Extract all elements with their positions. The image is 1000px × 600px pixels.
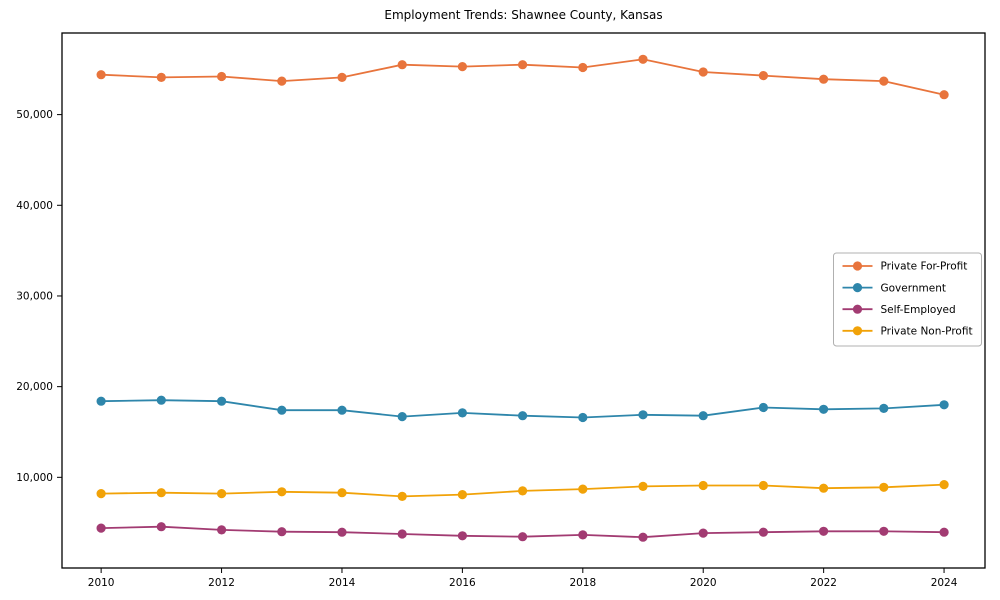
series-marker [337, 72, 347, 82]
series-marker [578, 484, 588, 494]
series-marker [156, 522, 166, 532]
series-marker [578, 530, 588, 540]
series-marker [277, 527, 287, 537]
series-marker [879, 526, 889, 536]
series-marker [638, 481, 648, 491]
series-marker [698, 480, 708, 491]
plot-frame [61, 32, 986, 569]
series-marker [758, 402, 769, 413]
series-marker [518, 411, 528, 421]
series-marker [939, 527, 949, 537]
series-marker [277, 487, 287, 497]
y-tick-label: 10,000 [16, 472, 53, 484]
series-marker [518, 532, 528, 542]
series-marker [96, 489, 106, 499]
series-marker [397, 529, 407, 539]
series-marker [156, 488, 166, 498]
series-marker [638, 54, 648, 64]
y-tick-label: 30,000 [16, 291, 53, 303]
x-tick-label: 2012 [208, 577, 235, 589]
x-tick-label: 2016 [449, 577, 476, 589]
series-marker [217, 525, 227, 535]
y-tick-label: 20,000 [16, 381, 53, 393]
x-tick-label: 2022 [810, 577, 837, 589]
series-marker [397, 60, 407, 70]
series-marker [879, 482, 889, 492]
legend-marker [852, 283, 863, 293]
legend-marker [852, 326, 863, 336]
series-marker [518, 60, 528, 70]
x-tick-label: 2010 [88, 577, 115, 589]
series-marker [397, 491, 407, 501]
legend-label: Self-Employed [881, 304, 956, 316]
x-tick-label: 2018 [569, 577, 596, 589]
series-marker [156, 72, 166, 82]
series-marker [337, 488, 347, 498]
series-marker [698, 67, 708, 77]
series-marker [638, 410, 648, 420]
series-marker [217, 489, 227, 499]
legend-label: Private Non-Profit [881, 326, 973, 338]
series-marker [96, 70, 106, 80]
x-tick-label: 2014 [329, 577, 356, 589]
series-marker [217, 396, 227, 406]
series-marker [758, 71, 769, 81]
series-marker [457, 408, 467, 418]
series-marker [578, 62, 588, 73]
series-marker [698, 528, 708, 538]
y-tick-label: 40,000 [16, 200, 53, 212]
legend-box [833, 252, 982, 347]
series-marker [939, 90, 949, 100]
x-tick-label: 2020 [690, 577, 717, 589]
series-marker [277, 405, 287, 415]
series-marker [819, 404, 829, 414]
series-marker [939, 480, 949, 490]
legend-marker [852, 261, 863, 271]
series-marker [518, 486, 528, 496]
legend-label: Government [881, 282, 946, 294]
series-marker [758, 480, 769, 491]
series-marker [819, 526, 829, 536]
series-marker [578, 412, 588, 423]
series-marker [457, 62, 467, 72]
series-marker [337, 405, 347, 415]
series-marker [277, 76, 287, 86]
legend-label: Private For-Profit [881, 261, 968, 273]
series-marker [698, 411, 708, 421]
series-marker [96, 396, 106, 406]
series-marker [156, 395, 166, 405]
series-marker [217, 71, 227, 82]
series-marker [457, 531, 467, 541]
chart-title: Employment Trends: Shawnee County, Kansa… [384, 8, 663, 22]
series-marker [397, 412, 407, 422]
series-marker [638, 532, 648, 542]
series-marker [819, 74, 829, 84]
x-tick-label: 2024 [931, 577, 958, 589]
series-marker [758, 527, 769, 537]
series-marker [337, 527, 347, 537]
y-tick-label: 50,000 [16, 109, 53, 121]
series-marker [96, 523, 106, 533]
series-marker [939, 400, 949, 410]
series-marker [879, 76, 889, 86]
legend-marker [852, 304, 863, 314]
series-marker [819, 483, 829, 493]
series-marker [457, 490, 467, 500]
series-marker [879, 403, 889, 413]
